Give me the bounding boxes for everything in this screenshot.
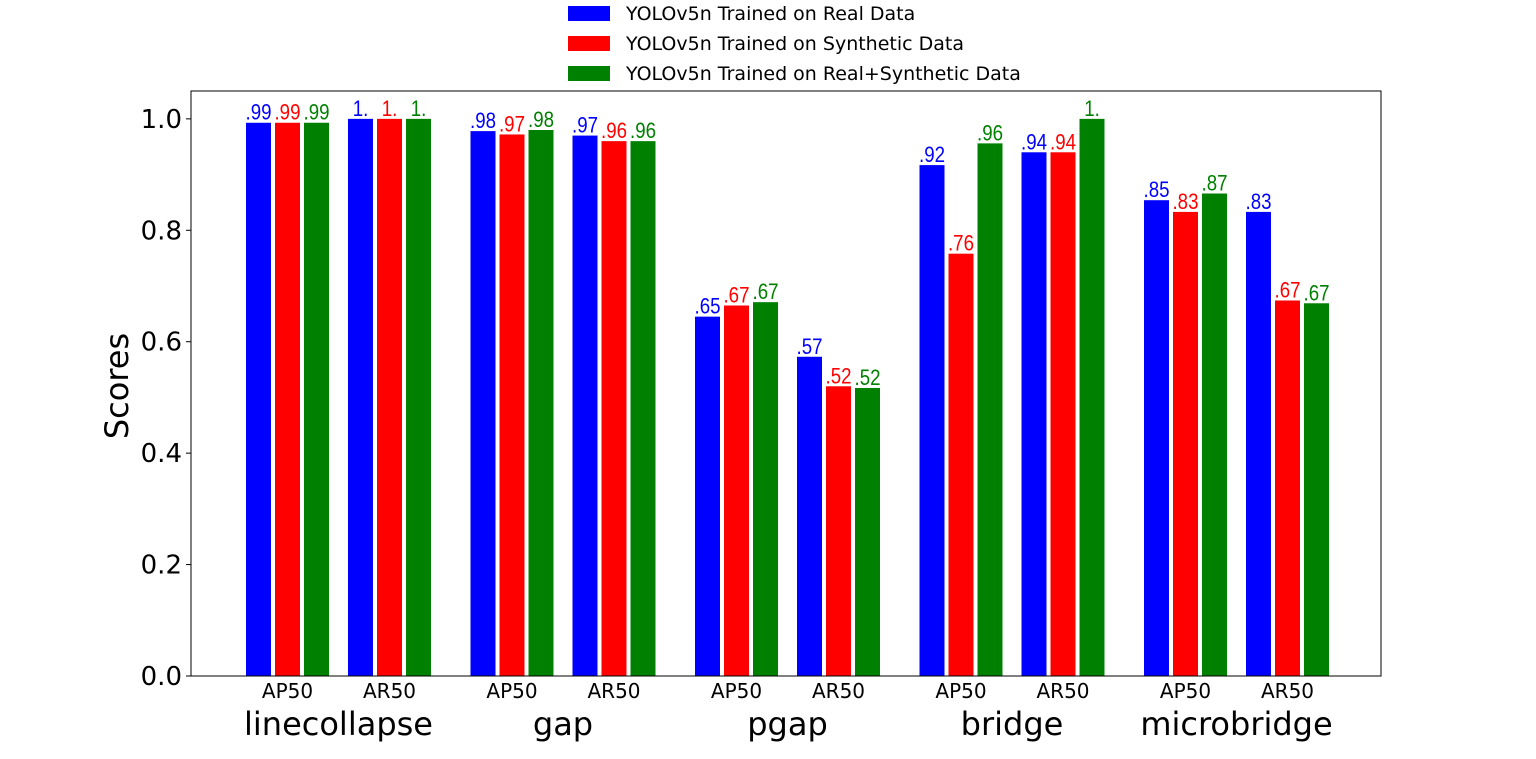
data-label: .96 [630, 120, 656, 144]
legend-swatch-series-3 [568, 66, 610, 81]
bar-bridge-ap50-series-1 [919, 165, 945, 676]
bar-gap-ap50-series-1 [470, 131, 496, 677]
bar-pgap-ap50-series-3 [753, 302, 778, 676]
data-label: .96 [977, 122, 1003, 146]
bar-microbridge-ar50-series-1 [1246, 211, 1271, 676]
legend-label: YOLOv5n Trained on Real Data [625, 3, 915, 25]
data-label: .96 [601, 120, 627, 144]
bar-linecollapse-ap50-series-2 [275, 122, 300, 676]
x-tick-label: AR50 [1261, 679, 1314, 703]
bar-pgap-ar50-series-3 [855, 387, 880, 676]
data-label: .99 [275, 101, 301, 125]
data-label: .92 [919, 144, 945, 168]
x-tick-label: AP50 [262, 679, 313, 703]
bar-microbridge-ar50-series-3 [1304, 303, 1329, 676]
x-tick-label: AR50 [363, 679, 416, 703]
data-label: .98 [470, 110, 496, 134]
bar-linecollapse-ar50-series-3 [406, 118, 431, 677]
bar-pgap-ar50-series-1 [797, 356, 822, 676]
bar-linecollapse-ap50-series-3 [304, 122, 329, 676]
legend-swatch-series-1 [568, 6, 610, 21]
x-tick-label: AP50 [935, 679, 986, 703]
y-tick-label: 0.0 [141, 662, 182, 692]
data-labels-layer: .99.99.99 1. 1. 1..98.97.98.97.96.96.65.67.… [246, 98, 1330, 391]
data-label: 1. [1084, 98, 1100, 122]
data-label: 1. [382, 98, 398, 122]
legend-swatch-series-2 [568, 36, 610, 51]
bar-linecollapse-ap50-series-1 [246, 122, 271, 676]
legend-label: YOLOv5n Trained on Real+Synthetic Data [625, 63, 1021, 85]
bar-bridge-ar50-series-1 [1021, 152, 1047, 677]
data-label: .65 [695, 295, 721, 319]
legend-label: YOLOv5n Trained on Synthetic Data [625, 33, 964, 55]
bar-microbridge-ap50-series-2 [1173, 211, 1198, 676]
bar-microbridge-ar50-series-2 [1275, 300, 1300, 676]
group-label: linecollapse [244, 705, 433, 743]
data-label: .99 [246, 101, 272, 125]
x-tick-label: AP50 [1160, 679, 1211, 703]
data-label: .52 [855, 367, 881, 391]
bar-gap-ap50-series-2 [499, 134, 525, 676]
y-tick-label: 0.4 [141, 439, 182, 469]
y-axis: 0.0 0.2 0.4 0.6 0.8 1.0 [141, 105, 191, 692]
bar-pgap-ar50-series-2 [826, 386, 851, 676]
x-tick-label: AR50 [587, 679, 640, 703]
bar-linecollapse-ar50-series-2 [377, 118, 402, 677]
group-label: gap [533, 705, 593, 743]
data-label: .85 [1144, 179, 1170, 203]
data-label: .57 [797, 335, 823, 359]
y-tick-label: 0.8 [141, 216, 182, 246]
y-tick-label: 0.2 [141, 551, 182, 581]
group-label: microbridge [1140, 705, 1332, 743]
y-tick-label: 1.0 [141, 105, 182, 135]
bar-bridge-ar50-series-3 [1079, 118, 1105, 677]
x-tick-label: AP50 [486, 679, 537, 703]
plot-frame [190, 90, 1382, 677]
data-label: .67 [724, 284, 750, 308]
bar-gap-ar50-series-3 [630, 141, 656, 677]
bar-gap-ar50-series-2 [601, 141, 627, 677]
data-label: .52 [826, 365, 852, 389]
data-label: .99 [304, 101, 330, 125]
bar-gap-ap50-series-3 [528, 130, 554, 676]
data-label: .98 [528, 109, 554, 133]
y-tick-label: 0.6 [141, 328, 182, 358]
data-label: .67 [1304, 282, 1330, 306]
data-label: .87 [1202, 172, 1228, 196]
x-tick-label: AP50 [711, 679, 762, 703]
bar-linecollapse-ar50-series-1 [348, 118, 373, 677]
x-tick-label: AR50 [1036, 679, 1089, 703]
data-label: .67 [753, 281, 779, 305]
bars-layer [246, 118, 1329, 677]
data-label: 1. [411, 98, 427, 122]
group-label: bridge [961, 705, 1064, 743]
data-label: .67 [1275, 279, 1301, 303]
group-label: pgap [747, 705, 828, 743]
data-label: .97 [499, 113, 525, 137]
data-label: .94 [1050, 131, 1076, 155]
bar-pgap-ap50-series-1 [695, 316, 720, 676]
bar-gap-ar50-series-1 [572, 135, 598, 677]
data-label: .83 [1246, 191, 1272, 215]
legend: YOLOv5n Trained on Real Data YOLOv5n Trai… [568, 3, 1021, 85]
bar-bridge-ap50-series-3 [977, 143, 1003, 676]
data-label: .97 [572, 114, 598, 138]
y-axis-label: Scores [98, 333, 136, 439]
data-label: .94 [1021, 131, 1047, 155]
bar-pgap-ap50-series-2 [724, 305, 749, 676]
data-label: .83 [1173, 191, 1199, 215]
data-label: 1. [353, 98, 369, 122]
bar-microbridge-ap50-series-3 [1202, 193, 1227, 676]
bar-microbridge-ap50-series-1 [1144, 200, 1169, 676]
bar-bridge-ap50-series-2 [948, 253, 974, 676]
x-tick-label: AR50 [812, 679, 865, 703]
bar-bridge-ar50-series-2 [1050, 152, 1076, 677]
data-label: .76 [948, 232, 974, 256]
